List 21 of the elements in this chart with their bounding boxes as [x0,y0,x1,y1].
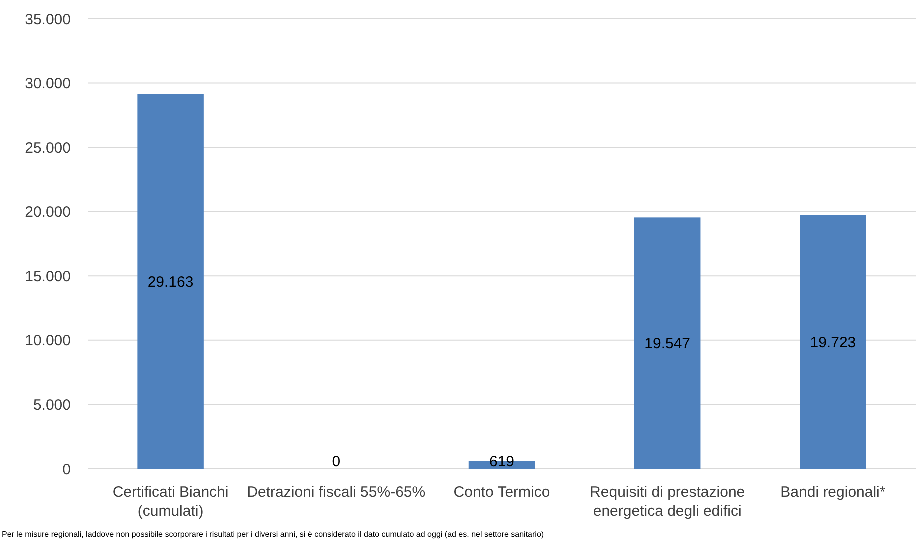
x-tick-label: Certificati Bianchi (cumulati) [112,484,229,520]
y-tick-label: 0 [62,461,71,478]
y-tick-label: 35.000 [25,11,71,28]
bar [800,215,866,469]
y-tick-label: 25.000 [25,140,71,157]
data-label: 19.547 [644,336,691,353]
x-tick-label: Requisiti di prestazione energetica degli edifici [590,484,746,520]
y-tick-label: 15.000 [25,268,71,286]
x-tick-label: Detrazioni fiscali 55%-65% [247,484,426,501]
y-tick-label: 5.000 [33,396,71,414]
x-tick-label: Bandi regionali* [780,484,886,501]
bar [634,218,701,469]
y-tick-label: 10.000 [25,332,71,350]
data-label: 19.723 [810,334,856,352]
text: Per le misure regionali, laddove non possibile scorporare i risultati per i diversi anni, si è considerato il dato cumulato ad oggi (ad es. nel settore sanitario) [2,530,544,539]
x-tick-label: Conto Termico [454,484,550,501]
y-tick-label: 20.000 [25,204,71,222]
bar [138,94,204,469]
data-label: 0 [332,453,341,470]
y-tick-label: 30.000 [25,76,71,93]
data-label: 29.163 [148,274,194,291]
